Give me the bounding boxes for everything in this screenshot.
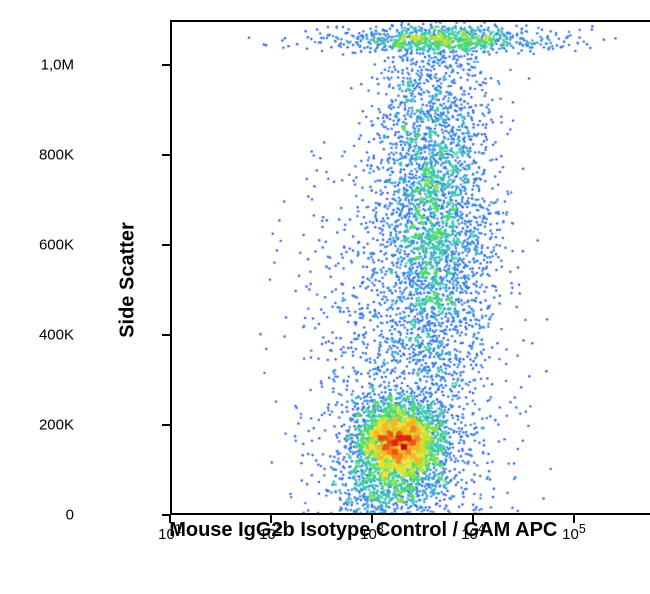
plot-area <box>170 20 650 515</box>
y-tick-label: 200K <box>39 417 74 434</box>
y-tick-label: 600K <box>39 237 74 254</box>
x-tick-label: 103 <box>360 522 384 543</box>
y-tick-label: 400K <box>39 327 74 344</box>
y-tick-label: 0 <box>66 507 74 524</box>
x-tick-label: 104 <box>461 522 485 543</box>
x-tick-label: 101 <box>158 522 182 543</box>
y-tick-label: 1,0M <box>41 57 74 74</box>
y-tick-label: 800K <box>39 147 74 164</box>
flow-cytometry-chart: Side Scatter Mouse IgG2b Isotype Control… <box>60 10 620 550</box>
scatter-canvas <box>172 22 650 515</box>
x-tick-label: 105 <box>562 522 586 543</box>
x-tick-label: 102 <box>259 522 283 543</box>
y-axis-label: Side Scatter <box>116 222 139 338</box>
